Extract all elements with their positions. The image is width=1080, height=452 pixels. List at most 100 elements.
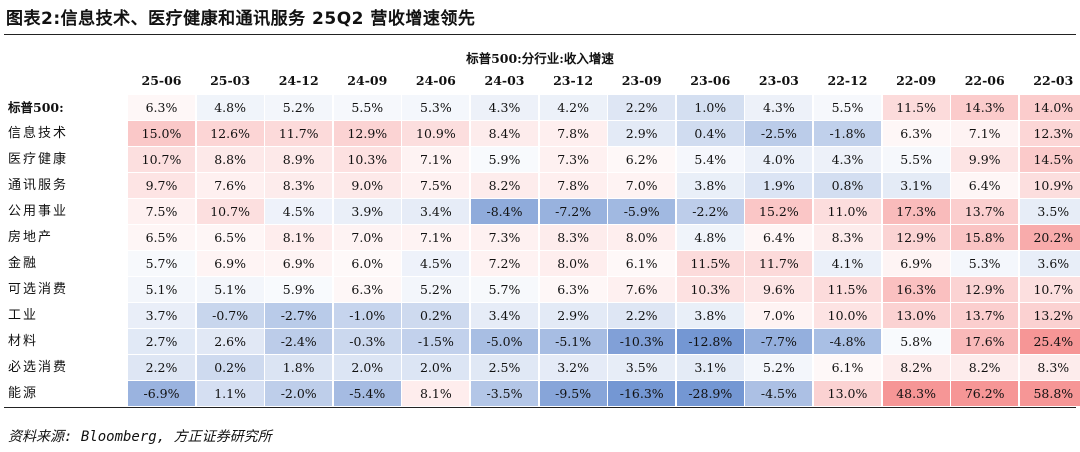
table-cell: 2.9% [539, 303, 607, 328]
table-cell: 8.0% [539, 251, 607, 276]
table-cell: 5.7% [471, 277, 538, 302]
table-cell: 4.8% [196, 95, 264, 120]
table-cell: 1.1% [196, 381, 264, 406]
table-cell: 76.2% [951, 381, 1019, 406]
table-cell: 4.3% [471, 95, 538, 120]
table-cell: 16.3% [882, 277, 950, 302]
table-cell: 3.2% [539, 355, 607, 380]
row-label: 通讯服务 [8, 178, 69, 193]
table-row: 能源 -6.9% 1.1% -2.0% -5.4% 8.1% -3.5% -9.5% -16.3… [0, 381, 1080, 407]
table-cell: 8.1% [402, 381, 470, 406]
table-cell: 7.0% [608, 173, 676, 198]
table-cell: 3.5% [608, 355, 676, 380]
table-cell: 5.9% [265, 277, 332, 302]
table-cell: 10.3% [333, 147, 401, 172]
table-cell: 6.3% [882, 121, 950, 146]
table-cell: 7.0% [333, 225, 401, 250]
row-label: 标普500: [8, 100, 64, 115]
table-cell: -28.9% [676, 381, 744, 406]
table-cell: 11.5% [882, 95, 950, 120]
table-cell: 5.1% [196, 277, 264, 302]
row-label: 可选消费 [8, 282, 69, 297]
table-cell: -2.7% [265, 303, 333, 328]
table-cell: 3.4% [471, 303, 538, 328]
table-cell: 12.3% [1019, 121, 1080, 146]
table-cell: -9.5% [539, 381, 607, 406]
table-row: 房地产 6.5% 6.5% 8.1% 7.0% 7.1% 7.3% 8.3% 8.0% 4.8% 6… [0, 225, 1080, 251]
table-cell: 5.5% [882, 147, 950, 172]
table-cell: 25.4% [1019, 329, 1080, 354]
table-row: 材料 2.7% 2.6% -2.4% -0.3% -1.5% -5.0% -5.1% -10.3… [0, 329, 1080, 355]
table-cell: 0.4% [676, 121, 744, 146]
table-cell: -5.1% [539, 329, 607, 354]
table-cell: 5.5% [814, 95, 881, 120]
table-cell: 8.2% [882, 355, 950, 380]
table-cell: 4.0% [745, 147, 813, 172]
column-header: 24-12 [278, 73, 319, 88]
table-cell: 2.7% [128, 329, 195, 354]
table-cell: 9.0% [333, 173, 401, 198]
column-header: 25-03 [210, 73, 251, 88]
table-cell: 2.0% [402, 355, 470, 380]
row-label: 信息技术 [8, 126, 69, 141]
table-cell: 5.7% [128, 251, 195, 276]
table-cell: 3.8% [676, 173, 744, 198]
table-cell: 4.5% [265, 199, 333, 224]
table-cell: 2.2% [608, 303, 676, 328]
table-cell: 3.1% [882, 173, 950, 198]
row-label: 材料 [8, 334, 39, 349]
row-label: 房地产 [8, 230, 54, 245]
table-cell: 0.2% [402, 303, 470, 328]
table-cell: 3.6% [1019, 251, 1080, 276]
table-cell: 12.6% [196, 121, 264, 146]
bottom-divider [4, 407, 1076, 408]
table-cell: 11.5% [676, 251, 744, 276]
table-cell: 6.9% [882, 251, 950, 276]
table-cell: 7.3% [539, 147, 607, 172]
table-row: 信息技术 15.0% 12.6% 11.7% 12.9% 10.9% 8.4% 7.8% 2.9… [0, 121, 1080, 147]
column-header: 22-03 [1033, 73, 1074, 88]
table-cell: 13.0% [814, 381, 881, 406]
table-cell: 6.9% [196, 251, 264, 276]
table-cell: 10.9% [1019, 173, 1080, 198]
table-row: 金融 5.7% 6.9% 6.9% 6.0% 4.5% 7.2% 8.0% 6.1% 11.5% 1… [0, 251, 1080, 277]
table-cell: -8.4% [471, 199, 538, 224]
table-cell: 4.1% [814, 251, 881, 276]
table-cell: 6.3% [128, 95, 195, 120]
table-cell: 14.5% [1019, 147, 1080, 172]
table-cell: 12.9% [882, 225, 950, 250]
table-cell: 0.2% [196, 355, 264, 380]
column-header: 24-03 [484, 73, 525, 88]
column-header: 23-09 [621, 73, 662, 88]
table-cell: 5.3% [951, 251, 1019, 276]
table-cell: 1.9% [745, 173, 813, 198]
table-cell: 6.5% [128, 225, 195, 250]
table-cell: 6.5% [196, 225, 264, 250]
table-cell: 3.9% [333, 199, 401, 224]
row-label: 医疗健康 [8, 152, 69, 167]
row-label: 公用事业 [8, 204, 69, 219]
table-cell: 5.2% [745, 355, 813, 380]
table-cell: 15.8% [951, 225, 1019, 250]
table-cell: 4.5% [402, 251, 470, 276]
table-cell: 9.9% [951, 147, 1019, 172]
table-cell: 5.5% [333, 95, 401, 120]
table-cell: 7.5% [402, 173, 470, 198]
table-cell: 10.7% [1019, 277, 1080, 302]
column-header: 23-03 [758, 73, 799, 88]
table-cell: 8.8% [196, 147, 264, 172]
table-cell: 7.5% [128, 199, 195, 224]
table-cell: 3.1% [676, 355, 744, 380]
table-cell: 5.9% [471, 147, 538, 172]
table-cell: 8.3% [539, 225, 607, 250]
table-cell: 0.8% [814, 173, 881, 198]
table-row: 可选消费 5.1% 5.1% 5.9% 6.3% 5.2% 5.7% 6.3% 7.6% 10.3… [0, 277, 1080, 303]
column-header: 22-09 [896, 73, 937, 88]
row-label: 能源 [8, 386, 39, 401]
table-cell: 6.1% [608, 251, 676, 276]
table-cell: 5.2% [265, 95, 333, 120]
table-cell: -7.7% [745, 329, 813, 354]
table-cell: 5.2% [402, 277, 470, 302]
table-cell: 2.9% [608, 121, 676, 146]
row-label: 必选消费 [8, 360, 69, 375]
